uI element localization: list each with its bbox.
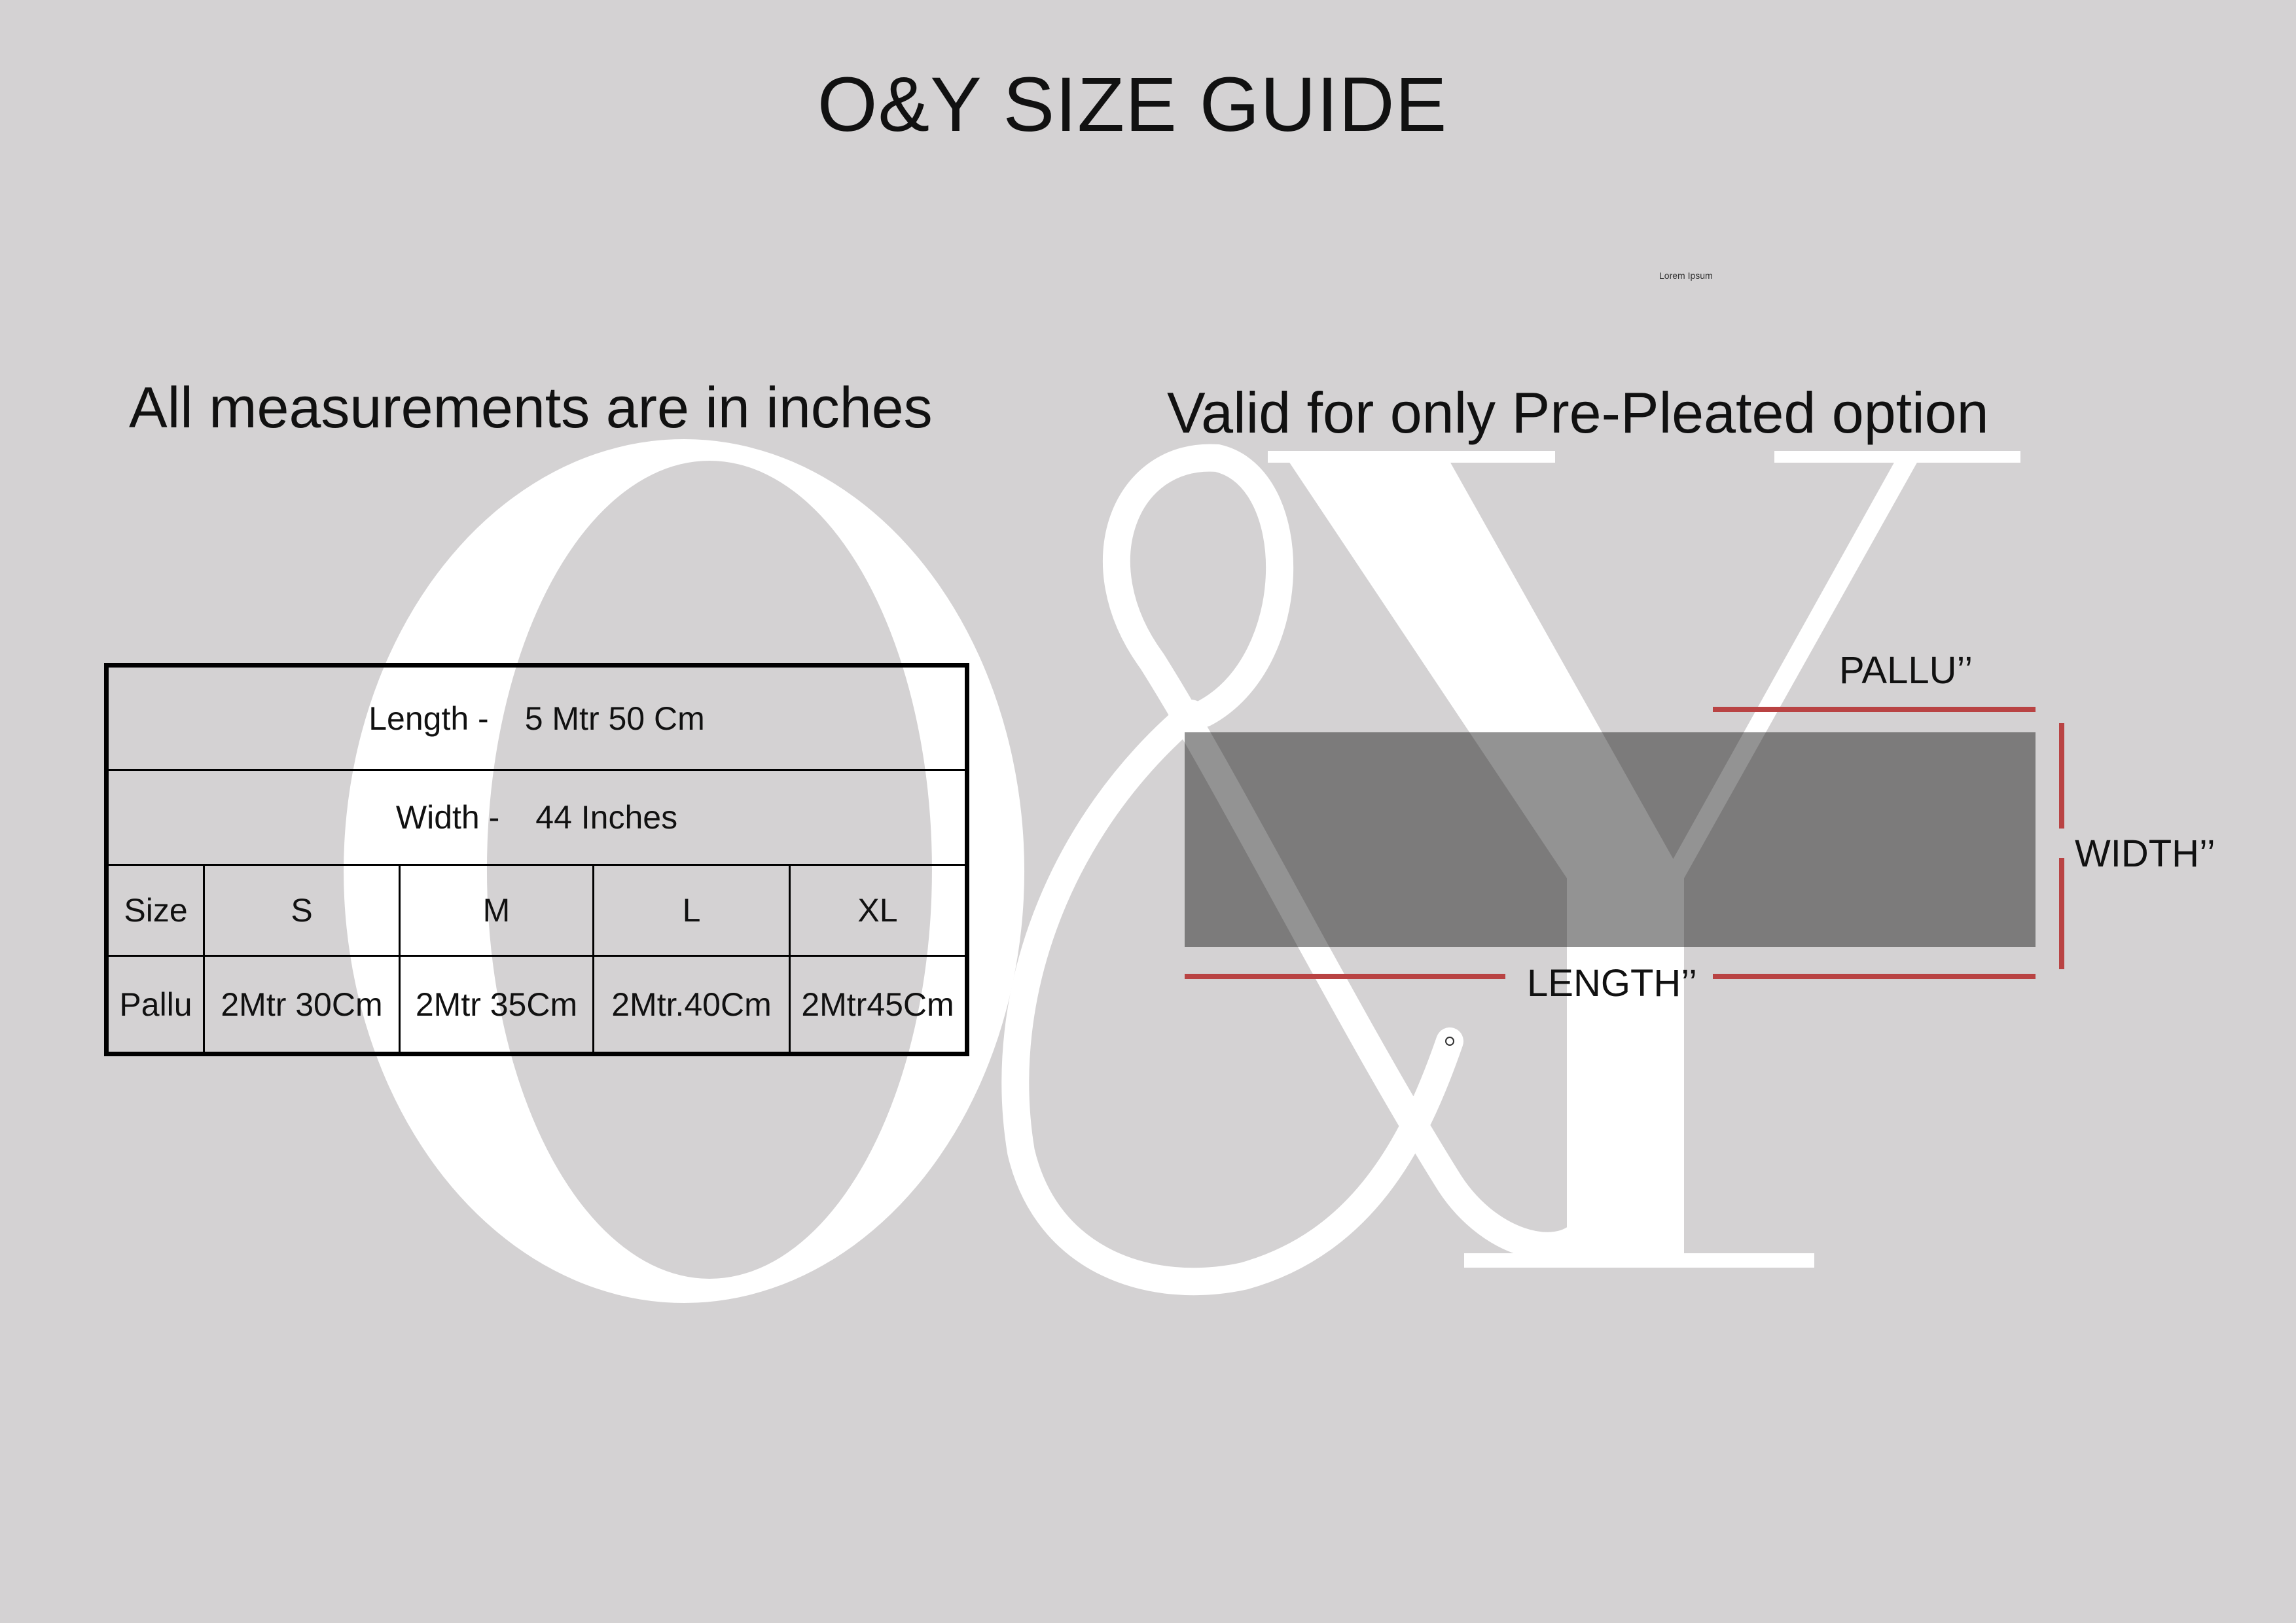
pallu-dimension-label: PALLU’’ (1839, 649, 1973, 692)
page-title: O&Y SIZE GUIDE (817, 62, 1448, 148)
small-circle-marker (1445, 1037, 1454, 1046)
length-label: Length - (368, 700, 489, 737)
watermark-letter-ampersand (1001, 444, 1598, 1296)
pallu-cell: 2Mtr 30Cm (203, 955, 401, 1055)
width-cell: Width - 44 Inches (105, 769, 968, 866)
length-dimension-label: LENGTH’’ (1527, 962, 1697, 1005)
length-dimension-line-right (1713, 974, 2036, 979)
watermark-letter-o (344, 439, 1025, 1304)
pallu-dimension-line (1713, 707, 2036, 712)
watermark-letter-y (1268, 451, 2020, 1268)
size-cell: M (399, 864, 594, 957)
pallu-cell: 2Mtr.40Cm (592, 955, 791, 1055)
width-label: Width - (395, 799, 500, 836)
length-row: Length - 5 Mtr 50 Cm (105, 664, 968, 771)
size-cell: S (203, 864, 401, 957)
pallu-header: Pallu (105, 955, 205, 1055)
length-cell: Length - 5 Mtr 50 Cm (105, 664, 968, 771)
width-value: 44 Inches (535, 799, 678, 836)
width-dimension-line-top (2059, 723, 2064, 829)
measurement-note: All measurements are in inches (129, 375, 933, 440)
size-cell: L (592, 864, 791, 957)
width-dimension-label: WIDTH’’ (2075, 832, 2215, 875)
length-value: 5 Mtr 50 Cm (524, 700, 705, 737)
width-row: Width - 44 Inches (105, 769, 968, 866)
size-table: Length - 5 Mtr 50 Cm Width - 44 Inches Siz… (104, 663, 969, 1056)
size-row: Size S M L XL (105, 864, 968, 957)
pallu-cell: 2Mtr 35Cm (399, 955, 594, 1055)
saree-fabric-diagram (1185, 732, 2036, 947)
size-cell: XL (789, 864, 968, 957)
size-header: Size (105, 864, 205, 957)
length-dimension-line-left (1185, 974, 1505, 979)
validity-note: Valid for only Pre-Pleated option (1167, 380, 1989, 445)
pallu-cell: 2Mtr45Cm (789, 955, 968, 1055)
width-dimension-line-bottom (2059, 858, 2064, 969)
pallu-row: Pallu 2Mtr 30Cm 2Mtr 35Cm 2Mtr.40Cm 2Mtr… (105, 955, 968, 1055)
placeholder-text: Lorem Ipsum (1659, 270, 1713, 281)
